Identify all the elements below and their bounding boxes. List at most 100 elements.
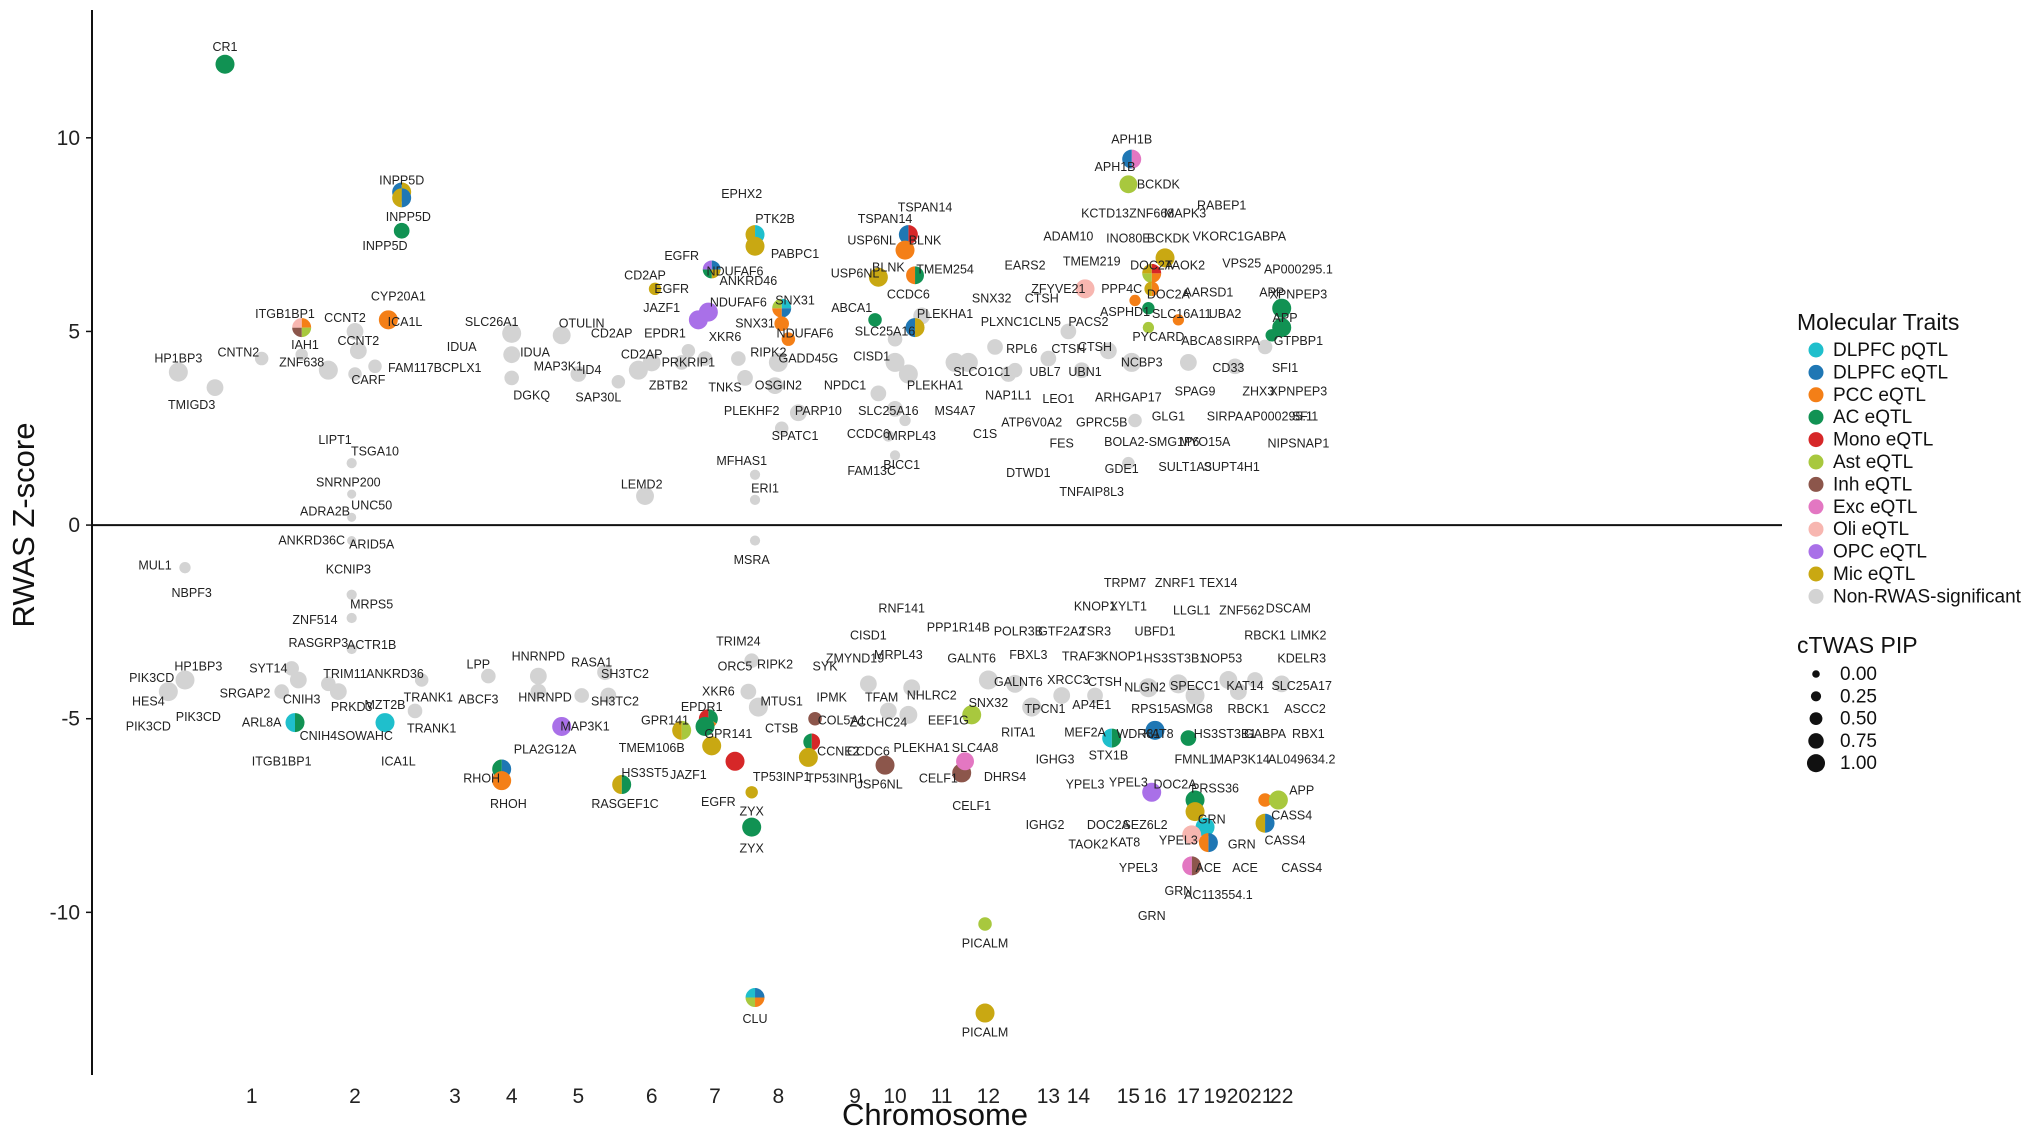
gene-label: UBN1 — [1068, 365, 1101, 379]
gene-point-galnt6 — [1006, 674, 1024, 693]
gene-label: WDR81 — [1116, 727, 1160, 741]
gene-label: CD33 — [1212, 361, 1244, 375]
gene-point-asphd1 — [1142, 302, 1155, 315]
point-slice — [597, 664, 613, 681]
point-slice — [1075, 279, 1095, 299]
point-slice — [1257, 339, 1273, 355]
gene-label: PLEKHA1 — [917, 307, 973, 321]
gene-point-celf1 — [956, 752, 974, 771]
gene-label: CASS4 — [1281, 861, 1322, 875]
gene-label: GALNT6 — [947, 652, 996, 666]
point-slice — [702, 269, 712, 279]
legend: Molecular Traits cTWAS PIP DLPFC pQTLDLP… — [1797, 309, 2022, 774]
gene-point-trank1 — [414, 673, 429, 687]
gene-label: SOWAHC — [337, 729, 393, 743]
gene-point-xkr6 — [740, 683, 757, 700]
gene-label: AARSD1 — [1183, 286, 1233, 300]
gene-label: ACE — [1196, 861, 1222, 875]
point-slice — [1087, 687, 1103, 704]
gene-label: NDUFAF6 — [707, 264, 764, 278]
point-slice — [975, 1003, 995, 1023]
gene-point-cntn2 — [254, 351, 269, 366]
point-slice — [711, 260, 721, 270]
gene-point-cnih3 — [289, 671, 307, 689]
point-slice — [1151, 281, 1159, 297]
point-slice — [695, 716, 715, 736]
point-slice — [885, 352, 905, 372]
gene-label: TMIGD3 — [168, 398, 215, 412]
point-slice — [530, 683, 547, 700]
gene-label: AP4E1 — [1072, 698, 1111, 712]
point-slice — [1111, 728, 1122, 748]
x-tick-label: 16 — [1143, 1085, 1166, 1108]
gene-label: PARP10 — [795, 404, 842, 418]
gene-label: TRANK1 — [404, 690, 453, 704]
y-tick-label: -5 — [61, 708, 80, 731]
point-slice — [1208, 833, 1218, 853]
point-slice — [642, 353, 661, 372]
point-slice — [1007, 362, 1023, 378]
gene-label: CLN5 — [1029, 315, 1061, 329]
gene-label: TRIM24 — [716, 634, 761, 648]
gene-point-specc1 — [1185, 685, 1205, 705]
gene-point-tpcn1 — [1022, 697, 1042, 717]
point-slice — [908, 225, 918, 245]
gene-label: ANKRD46 — [720, 274, 778, 288]
gene-label: HS3ST5 — [621, 766, 668, 780]
gene-label: HES4 — [132, 694, 165, 708]
gene-label: RITA1 — [1001, 725, 1036, 739]
point-slice — [956, 752, 974, 771]
point-slice — [1119, 175, 1138, 194]
point-slice — [347, 536, 357, 546]
gene-point-trank1 — [407, 703, 423, 719]
size-legend-dot — [1810, 691, 1822, 702]
gene-label: PTK2B — [755, 212, 795, 226]
legend-label: Mic eQTL — [1833, 564, 1915, 585]
gene-label: INO80E — [1106, 231, 1150, 245]
legend-swatch — [1808, 409, 1824, 425]
gene-label: IDUA — [520, 346, 551, 360]
gene-label: EGFR — [664, 249, 699, 263]
point-slice — [882, 430, 895, 442]
gene-label: CTSB — [765, 721, 798, 735]
gene-label: TP53INP1 — [806, 772, 864, 786]
point-slice — [905, 318, 916, 338]
point-slice — [378, 310, 398, 330]
gene-label: UNC50 — [351, 499, 392, 513]
gene-label: HNRNPD — [518, 690, 571, 704]
point-slice — [1268, 790, 1288, 810]
size-legend-label: 0.75 — [1840, 731, 1877, 752]
gene-point-rpl6 — [1007, 362, 1023, 378]
gene-point-grn — [1182, 825, 1202, 845]
gene-point-snx32 — [945, 352, 965, 372]
gene-label: SH3TC2 — [591, 694, 639, 708]
gene-label: CTSH — [1078, 340, 1112, 354]
point-slice — [789, 404, 807, 422]
point-slice — [744, 653, 759, 668]
legend-label: Oli eQTL — [1833, 519, 1909, 540]
point-slice — [895, 240, 915, 260]
gene-point-rasgrp3 — [346, 643, 357, 655]
gene-label: CARF — [351, 373, 385, 387]
gene-label: TRPM7 — [1104, 576, 1146, 590]
gene-point-tnks — [737, 370, 753, 386]
legend-label: Exc eQTL — [1833, 497, 1917, 518]
gene-label: DOC2A — [1147, 288, 1191, 302]
gene-label: DOC2A — [1154, 778, 1198, 792]
point-slice — [1191, 856, 1202, 876]
gene-point-kat14 — [1229, 683, 1247, 700]
gene-label: PRSS36 — [1191, 781, 1239, 795]
point-slice — [393, 222, 410, 239]
gene-label: XYLT1 — [1110, 599, 1147, 613]
gene-label: DTWD1 — [1006, 466, 1050, 480]
gene-label: GRN — [1228, 838, 1256, 852]
gene-label: ASPHD1 — [1100, 305, 1150, 319]
point-slice — [781, 298, 792, 309]
point-slice — [749, 469, 761, 480]
gene-label: TSPAN14 — [898, 201, 953, 215]
x-tick-label: 6 — [646, 1085, 658, 1108]
gene-label: TRAF3 — [1062, 650, 1102, 664]
gene-label: POLR3B — [994, 625, 1043, 639]
gene-label: CR1 — [212, 40, 237, 54]
gene-label: SEZ6L2 — [1122, 818, 1167, 832]
